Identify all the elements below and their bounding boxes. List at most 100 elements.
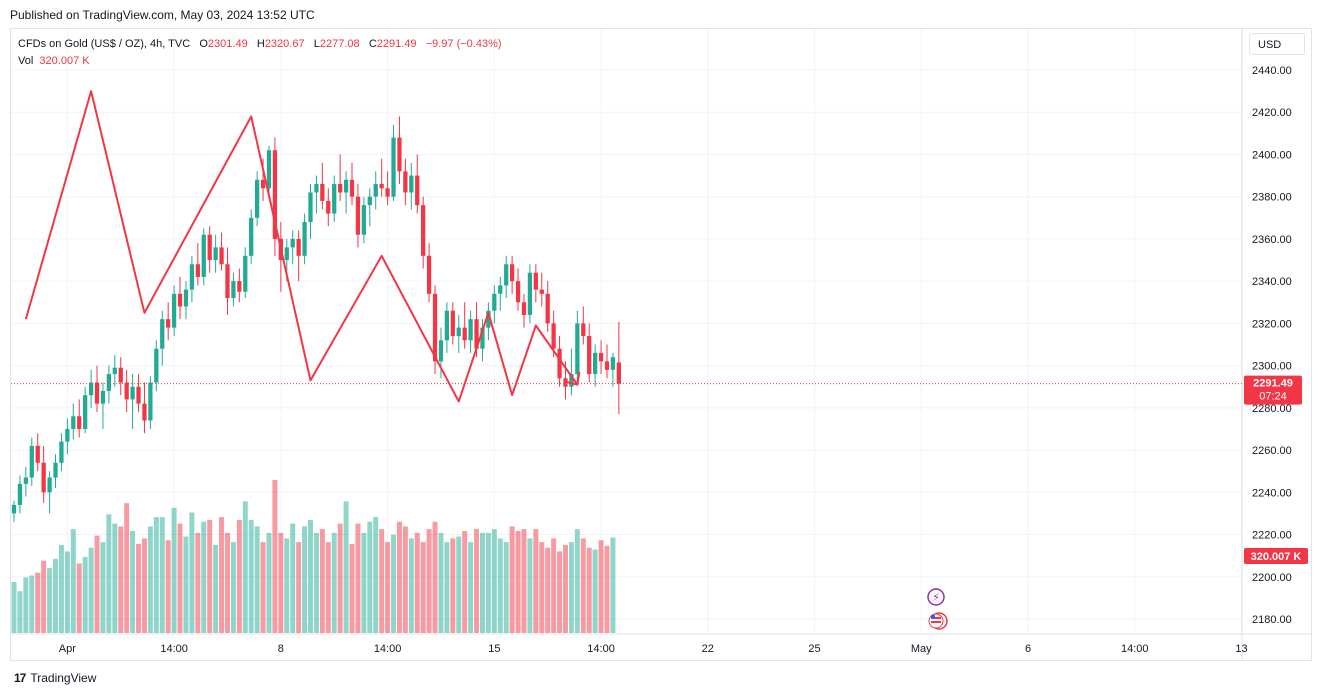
- volume-bar: [580, 538, 586, 633]
- candle-body: [136, 386, 141, 404]
- volume-bar: [141, 538, 147, 633]
- candle-body: [17, 483, 23, 505]
- candle-body: [59, 441, 64, 463]
- volume-bar: [171, 507, 177, 633]
- volume-bar: [94, 535, 100, 633]
- low-value: 2277.08: [319, 38, 360, 50]
- volume-bar: [177, 523, 183, 633]
- pattern-arrow-head: [565, 371, 581, 386]
- candle-body: [231, 281, 236, 299]
- volume-bar: [361, 532, 367, 633]
- volume-bar: [610, 537, 616, 633]
- volume-bar: [474, 529, 480, 633]
- volume-bar: [272, 480, 278, 633]
- candle-body: [243, 255, 248, 292]
- candle-body: [468, 319, 473, 341]
- volume-bar: [70, 529, 76, 633]
- volume-bar: [515, 531, 521, 633]
- price-tick-label: 2420.00: [1252, 107, 1292, 119]
- volume-bar: [296, 542, 302, 633]
- candle-body: [593, 352, 598, 375]
- candle-body: [249, 217, 254, 256]
- volume-bar: [432, 521, 438, 633]
- us-flag-stripe: [931, 617, 941, 619]
- candle-body: [213, 247, 218, 261]
- volume-bar: [53, 558, 59, 633]
- volume-bar: [47, 568, 53, 633]
- volume-bar: [485, 532, 491, 633]
- tradingview-brand[interactable]: 17 TradingView: [14, 671, 96, 685]
- time-tick-label: 14:00: [160, 643, 188, 655]
- time-tick-label: 22: [702, 643, 714, 655]
- vol-value: 320.007 K: [39, 55, 90, 67]
- volume-bar: [414, 532, 420, 633]
- volume-bar: [100, 542, 106, 633]
- time-tick-label: 14:00: [587, 643, 615, 655]
- volume-bar: [574, 529, 580, 633]
- volume-bar: [302, 526, 308, 633]
- price-badge-value: 2291.49: [1253, 378, 1293, 390]
- candle-body: [616, 362, 621, 384]
- candle-body: [11, 504, 17, 514]
- volume-bar: [355, 523, 361, 633]
- candle-body: [112, 367, 117, 375]
- lightning-event-icon[interactable]: [927, 588, 945, 606]
- candle-body: [361, 205, 367, 235]
- candle-body: [41, 462, 46, 493]
- candle-body: [53, 462, 58, 478]
- volume-bar: [124, 503, 130, 633]
- volume-bar: [201, 521, 207, 633]
- change-value: −9.97 (−0.43%): [425, 38, 502, 50]
- volume-bar: [444, 542, 450, 633]
- candle-body: [254, 179, 260, 218]
- price-badge-countdown: 07:24: [1259, 391, 1287, 403]
- candle-body: [480, 327, 485, 349]
- high-label: H: [256, 38, 265, 50]
- candle-body: [183, 289, 189, 307]
- candle-body: [237, 281, 242, 292]
- candle-body: [409, 175, 414, 193]
- volume-bar: [557, 551, 563, 633]
- volume-bar: [106, 514, 112, 633]
- volume-bar: [533, 529, 539, 633]
- candle-body: [373, 184, 378, 197]
- candle-body: [219, 247, 224, 265]
- price-tick-label: 2220.00: [1252, 530, 1292, 542]
- symbol-label[interactable]: CFDs on Gold (US$ / OZ), 4h, TVC: [18, 38, 191, 50]
- candle-body: [207, 234, 212, 261]
- candle-body: [260, 179, 266, 189]
- volume-bar: [598, 540, 604, 633]
- volume-bar: [420, 542, 426, 633]
- candle-body: [598, 352, 604, 362]
- volume-bar: [367, 521, 373, 633]
- candle-body: [391, 137, 396, 197]
- candle-body: [604, 361, 610, 370]
- open-value: 2301.49: [207, 38, 248, 50]
- us-flag-stripe: [931, 621, 941, 623]
- pattern-drawing: [24, 90, 579, 403]
- candle-body: [124, 382, 129, 400]
- candle-body: [272, 150, 278, 239]
- volume-badge: [1244, 548, 1308, 564]
- volume-bar: [189, 512, 195, 633]
- candle-body: [432, 293, 438, 362]
- volume-bar: [290, 523, 296, 633]
- volume-bar: [183, 536, 189, 633]
- candle-body: [320, 184, 325, 201]
- open-label: O: [199, 38, 208, 50]
- price-tick-label: 2300.00: [1252, 361, 1292, 373]
- volume-bar: [319, 529, 325, 633]
- volume-bar: [284, 538, 290, 633]
- tradingview-logo-icon: 17: [14, 671, 26, 685]
- price-badge: [1244, 375, 1302, 405]
- candle-body: [326, 200, 331, 214]
- candle-body: [290, 238, 295, 248]
- candle-body: [551, 323, 556, 349]
- candle-body: [100, 390, 106, 404]
- candle-body: [509, 264, 515, 282]
- price-tick-label: 2260.00: [1252, 445, 1292, 457]
- candle-body: [456, 327, 461, 337]
- volume-bar: [391, 534, 397, 633]
- currency-button[interactable]: USD: [1249, 33, 1305, 55]
